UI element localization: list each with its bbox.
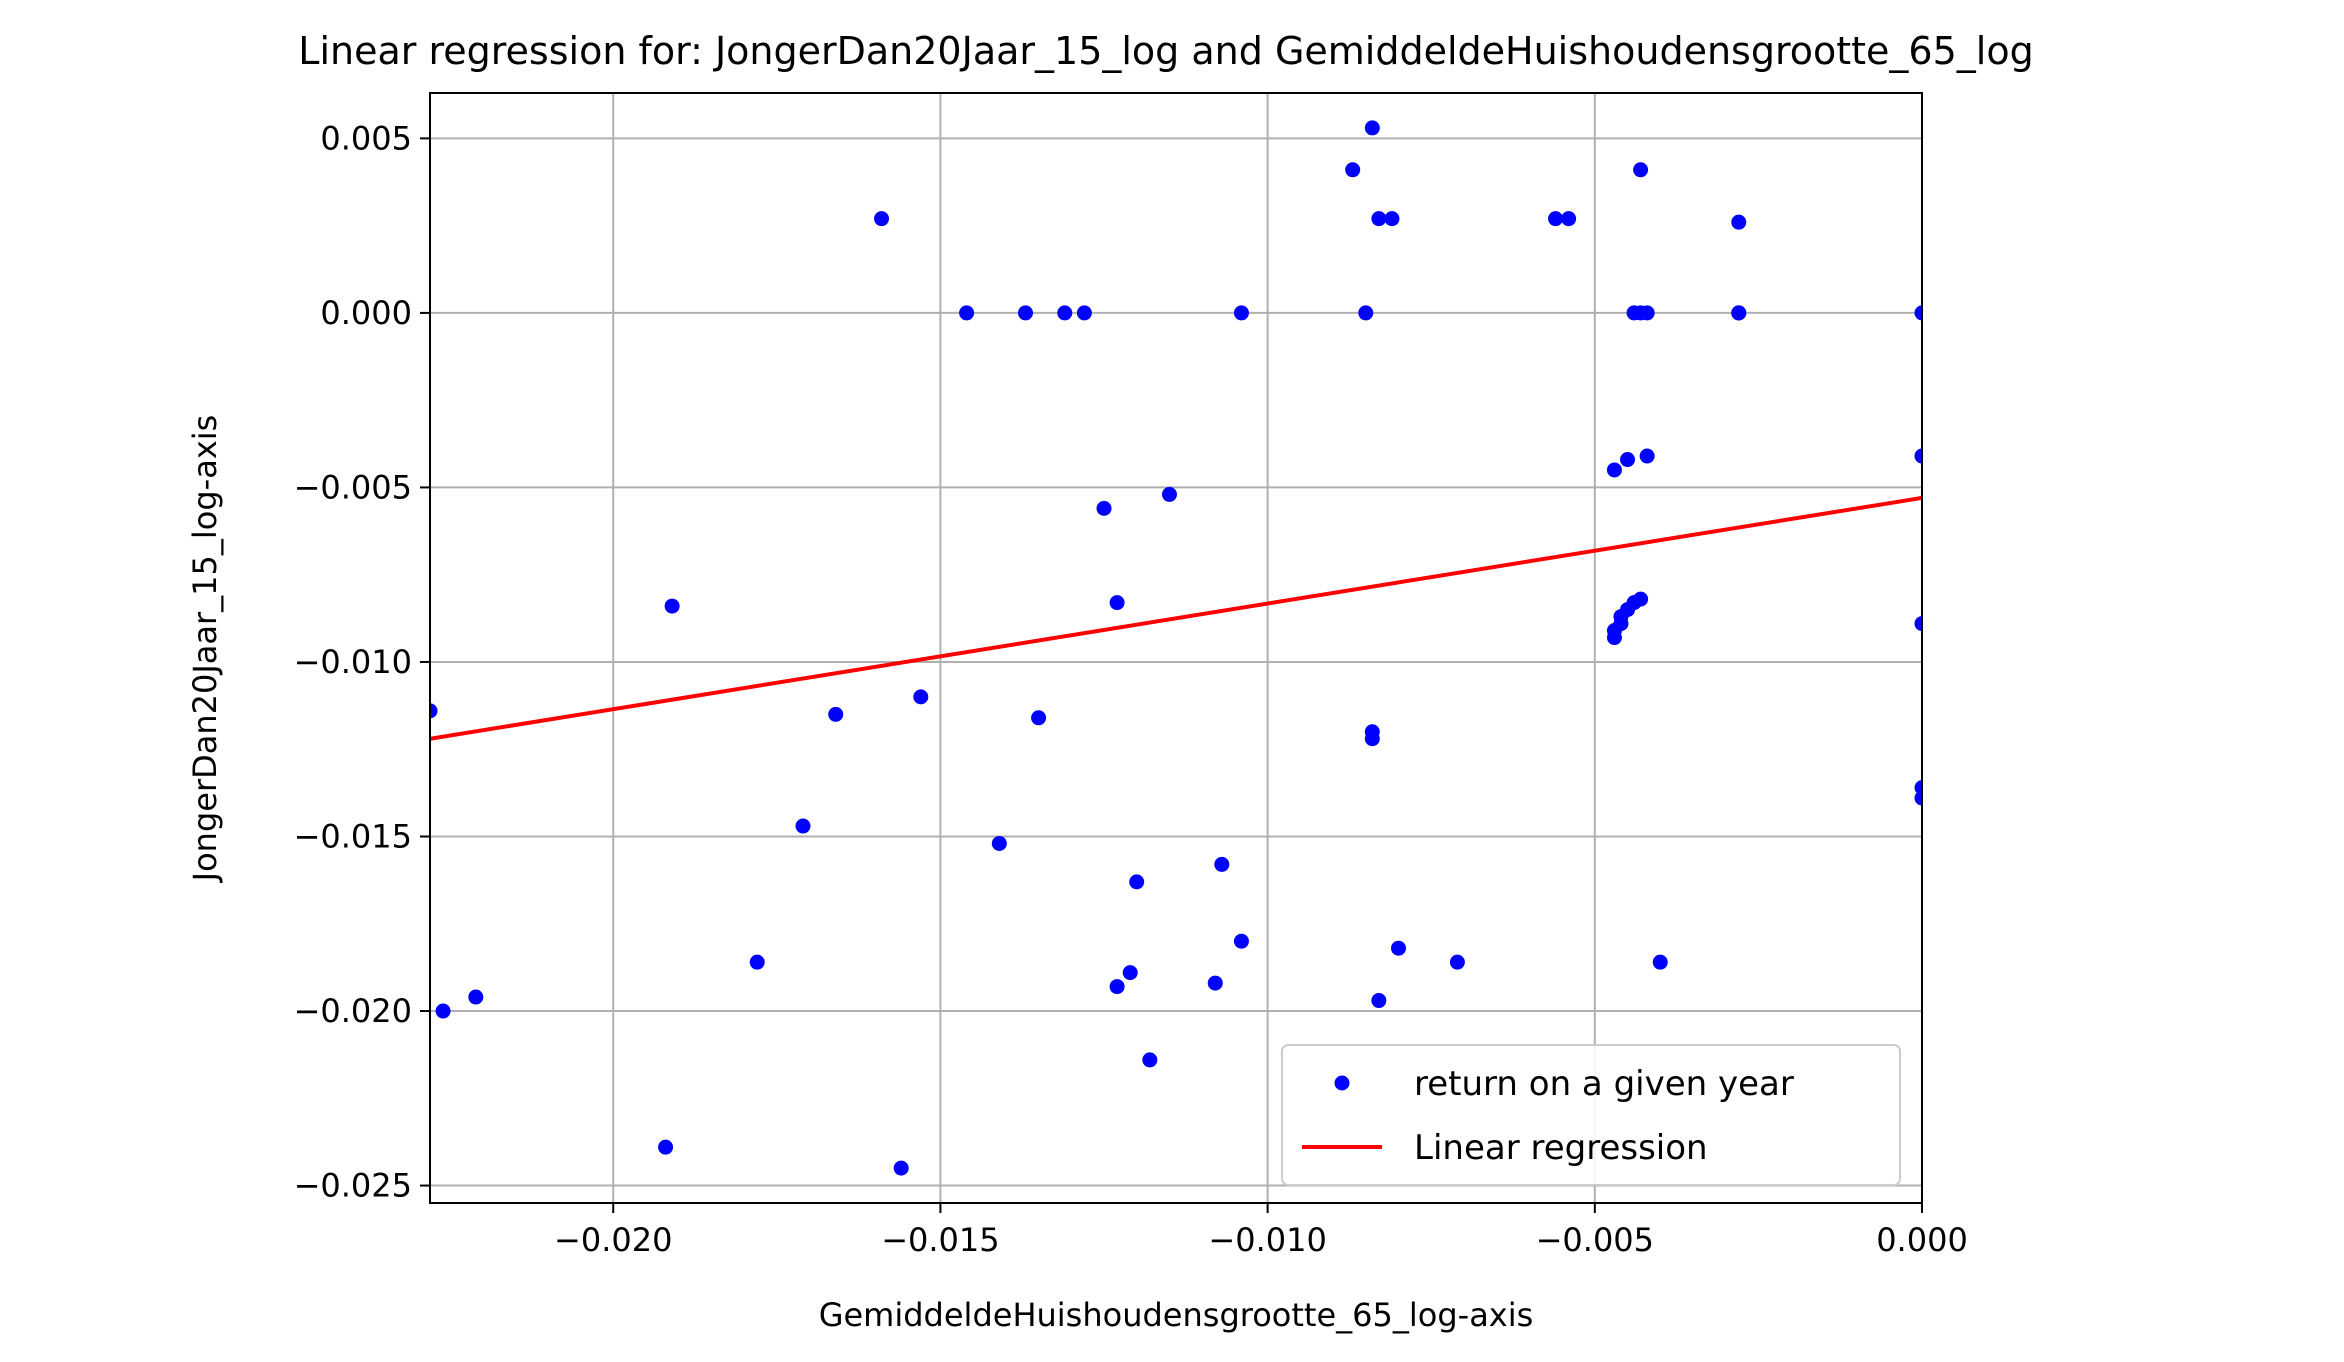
scatter-point [1639, 448, 1655, 464]
y-axis-label: JongerDan20Jaar_15_log-axis [186, 415, 224, 884]
scatter-point [1017, 305, 1033, 321]
scatter-point [1914, 790, 1922, 806]
scatter-point [1384, 211, 1400, 227]
scatter-point [435, 1003, 451, 1019]
scatter-point [1371, 993, 1387, 1009]
scatter-point [1561, 211, 1577, 227]
scatter-point [1207, 975, 1223, 991]
legend: return on a given year Linear regression [1281, 1044, 1901, 1186]
scatter-point [1057, 305, 1073, 321]
x-tick-label: −0.020 [554, 1221, 672, 1259]
x-tick-label: −0.015 [881, 1221, 999, 1259]
scatter-point [1109, 979, 1125, 995]
x-tick-label: 0.000 [1876, 1221, 1968, 1259]
y-tick-label: 0.005 [320, 119, 412, 157]
scatter-point [1620, 452, 1636, 468]
scatter-point [1731, 305, 1747, 321]
y-tick-label: −0.005 [294, 468, 412, 506]
scatter-point [1161, 486, 1177, 502]
chart-title: Linear regression for: JongerDan20Jaar_1… [298, 29, 2033, 73]
scatter-point [1390, 940, 1406, 956]
legend-marker-scatter [1334, 1075, 1350, 1091]
scatter-point [1449, 954, 1465, 970]
scatter-point [991, 835, 1007, 851]
scatter-point [1142, 1052, 1158, 1068]
scatter-point [1914, 305, 1922, 321]
x-tick-label: −0.005 [1536, 1221, 1654, 1259]
scatter-point [1548, 211, 1564, 227]
y-tick-label: −0.020 [294, 992, 412, 1030]
scatter-point [1233, 933, 1249, 949]
scatter-point [468, 989, 484, 1005]
y-tick-label: −0.010 [294, 643, 412, 681]
scatter-point [1096, 500, 1112, 516]
scatter-point [893, 1160, 909, 1176]
scatter-point [1233, 305, 1249, 321]
scatter-point [1076, 305, 1092, 321]
scatter-point [749, 954, 765, 970]
scatter-point [1129, 874, 1145, 890]
scatter-point [1122, 965, 1138, 981]
scatter-point [1652, 954, 1668, 970]
scatter-point [913, 689, 929, 705]
plot-frame [429, 92, 1923, 1204]
scatter-point [1639, 305, 1655, 321]
scatter-point [959, 305, 975, 321]
scatter-point [1109, 595, 1125, 611]
x-tick-label: −0.010 [1208, 1221, 1326, 1259]
regression-line [430, 495, 1922, 741]
legend-label: Linear regression [1414, 1128, 1708, 1168]
scatter-point [658, 1139, 674, 1155]
scatter-point [664, 598, 680, 614]
scatter-point [1371, 211, 1387, 227]
axis-ticks: −0.020 −0.015 −0.010 −0.005 0.000 0.005 0.000 −… [294, 119, 1968, 1259]
scatter-point [1914, 616, 1922, 632]
scatter-point [1364, 120, 1380, 136]
legend-label: return on a given year [1414, 1064, 1794, 1104]
scatter-point [1364, 724, 1380, 740]
scatter-point [1633, 591, 1649, 607]
x-axis-label: GemiddeldeHuishoudensgrootte_65_log-axis [819, 1296, 1534, 1334]
scatter-point [1214, 856, 1230, 872]
scatter-point [1031, 710, 1047, 726]
scatter-point [1633, 162, 1649, 178]
scatter-point [1914, 448, 1922, 464]
y-tick-label: 0.000 [320, 294, 412, 332]
scatter-point [874, 211, 890, 227]
y-tick-label: −0.015 [294, 817, 412, 855]
scatter-point [828, 706, 844, 722]
scatter-point [430, 703, 438, 719]
plot-marks [430, 120, 1922, 1176]
scatter-point [795, 818, 811, 834]
legend-box [1281, 1044, 1901, 1186]
scatter-point [1731, 214, 1747, 230]
scatter-point [1606, 462, 1622, 478]
scatter-point [1345, 162, 1361, 178]
y-tick-label: −0.025 [294, 1167, 412, 1205]
scatter-point [1358, 305, 1374, 321]
